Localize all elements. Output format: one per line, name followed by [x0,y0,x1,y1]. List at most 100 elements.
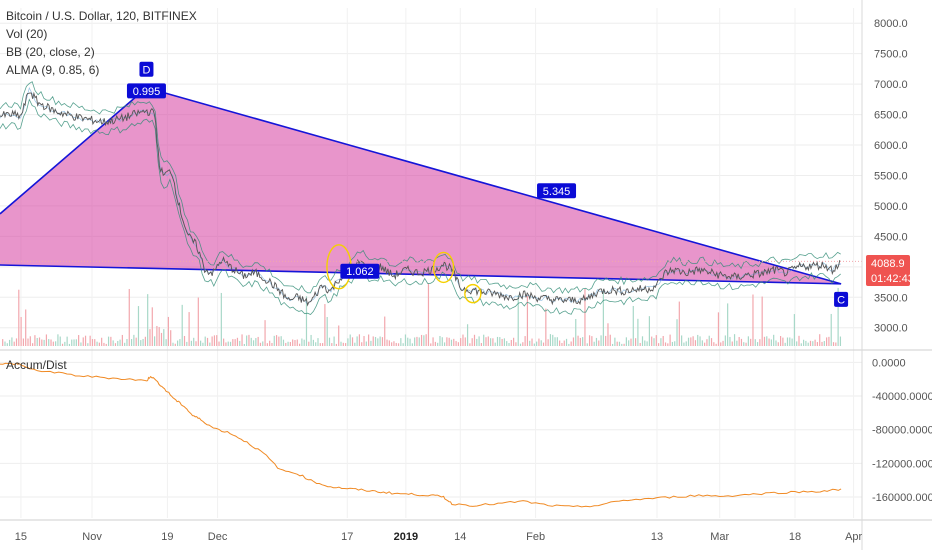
volume-bar [377,338,379,346]
volume-bar [697,334,699,346]
volume-bar [232,339,234,346]
price-axis[interactable]: 8000.0 7500.0 7000.0 6500.0 6000.0 5500.0 5000… [874,18,908,335]
accum-tick-label: -120000.0000 [872,458,932,470]
volume-bar [632,305,634,346]
accum-dist-line [0,362,842,508]
volume-bar [374,336,377,346]
volume-bar [809,340,812,346]
pattern-ratio-label[interactable]: 5.345 [543,186,571,198]
volume-bar [832,342,835,346]
volume-bar [483,334,485,346]
volume-bar [137,306,140,346]
volume-bar [681,335,683,346]
volume-bar [71,339,73,346]
highlight-circle[interactable] [432,251,455,284]
volume-bar [722,340,724,346]
volume-bar [616,341,618,346]
volume-bar [271,342,273,346]
volume-bar [391,342,393,346]
volume-bar [556,337,558,346]
bar-countdown: 01:42:43 [871,273,914,285]
time-axis[interactable]: 15 Nov 19 Dec 17 2019 14 Feb 13 Mar 18 Apr [15,531,863,543]
price-tick-label: 3500.0 [874,292,908,304]
volume-bar [241,334,243,346]
pattern-point-label[interactable]: D [142,64,150,76]
pattern-ratio-label-box [126,83,166,99]
indicator-alma[interactable]: ALMA (9, 0.85, 6) [6,63,99,77]
volume-bar [149,329,151,346]
price-tick-label: 4500.0 [874,231,908,243]
pattern-ratio-label-box [537,183,577,199]
volume-bar [386,339,388,346]
volume-bar [549,334,552,346]
volume-bar [770,339,772,346]
price-tick-label: 6500.0 [874,110,908,122]
volume-bar [793,314,795,346]
bollinger-bands [0,81,841,315]
time-tick-label: 17 [341,531,353,543]
harmonic-pattern[interactable] [0,87,842,285]
pattern-point-label[interactable]: C [837,294,845,306]
volume-bar [420,334,423,346]
volume-bar [269,340,271,346]
volume-bar [416,336,418,346]
volume-bar [653,338,655,346]
volume-bar [101,337,103,346]
volume-bar [469,343,471,346]
volume-bar [278,336,280,346]
volume-bar [464,337,466,346]
volume-bar [319,343,321,346]
highlight-circle[interactable] [464,283,482,304]
volume-bar [713,342,715,346]
volume-bar [142,338,144,346]
pattern-ratio-label[interactable]: 1.062 [346,266,374,278]
volume-bar [503,338,506,346]
volume-bar [623,343,625,346]
volume-bar [466,324,469,346]
volume-bar [64,341,66,346]
volume-bar [425,334,427,346]
volume-bar [685,341,687,346]
volume-bar [773,334,775,346]
pattern-leg[interactable] [0,87,147,215]
volume-bar [243,343,245,346]
volume-bar [759,339,761,346]
pattern-ratio-label[interactable]: 0.995 [133,86,161,98]
accum-axis[interactable]: 0.0000 -40000.0000 -80000.0000 -120000.0000… [872,357,932,504]
volume-bar [29,336,31,346]
volume-bar [434,341,436,346]
volume-bar [388,340,390,346]
volume-bar [699,336,701,346]
volume-bar [294,340,296,346]
volume-bar [225,342,227,346]
pattern-labels[interactable]: D C 0.995 5.345 1.062 [126,61,849,307]
volume-bar [455,341,457,346]
volume-bar [296,339,298,346]
volume-bar [361,342,363,346]
volume-bar [105,343,107,346]
last-price-tag[interactable]: 4088.9 01:42:43 [866,255,914,286]
indicator-bb[interactable]: BB (20, close, 2) [6,45,95,59]
volume-bar [197,297,199,346]
volume-bar [593,341,595,346]
volume-bar [667,343,669,346]
volume-bar [2,339,4,346]
volume-bar [591,336,593,346]
volume-bar [692,336,694,346]
volume-bar [354,342,356,346]
volume-bar [554,337,556,346]
volume-bar [144,336,146,346]
volume-bar [674,341,676,346]
volume-bar [602,289,604,346]
volume-bar [190,340,193,346]
volume-bar [48,339,50,346]
volume-bar [651,336,653,346]
pattern-fill[interactable] [0,87,842,284]
pattern-leg[interactable] [146,87,842,285]
indicator-volume[interactable]: Vol (20) [6,27,47,41]
volume-bar [321,343,324,346]
volume-bar [510,339,512,346]
volume-bar [303,339,305,346]
volume-bar [52,341,54,346]
